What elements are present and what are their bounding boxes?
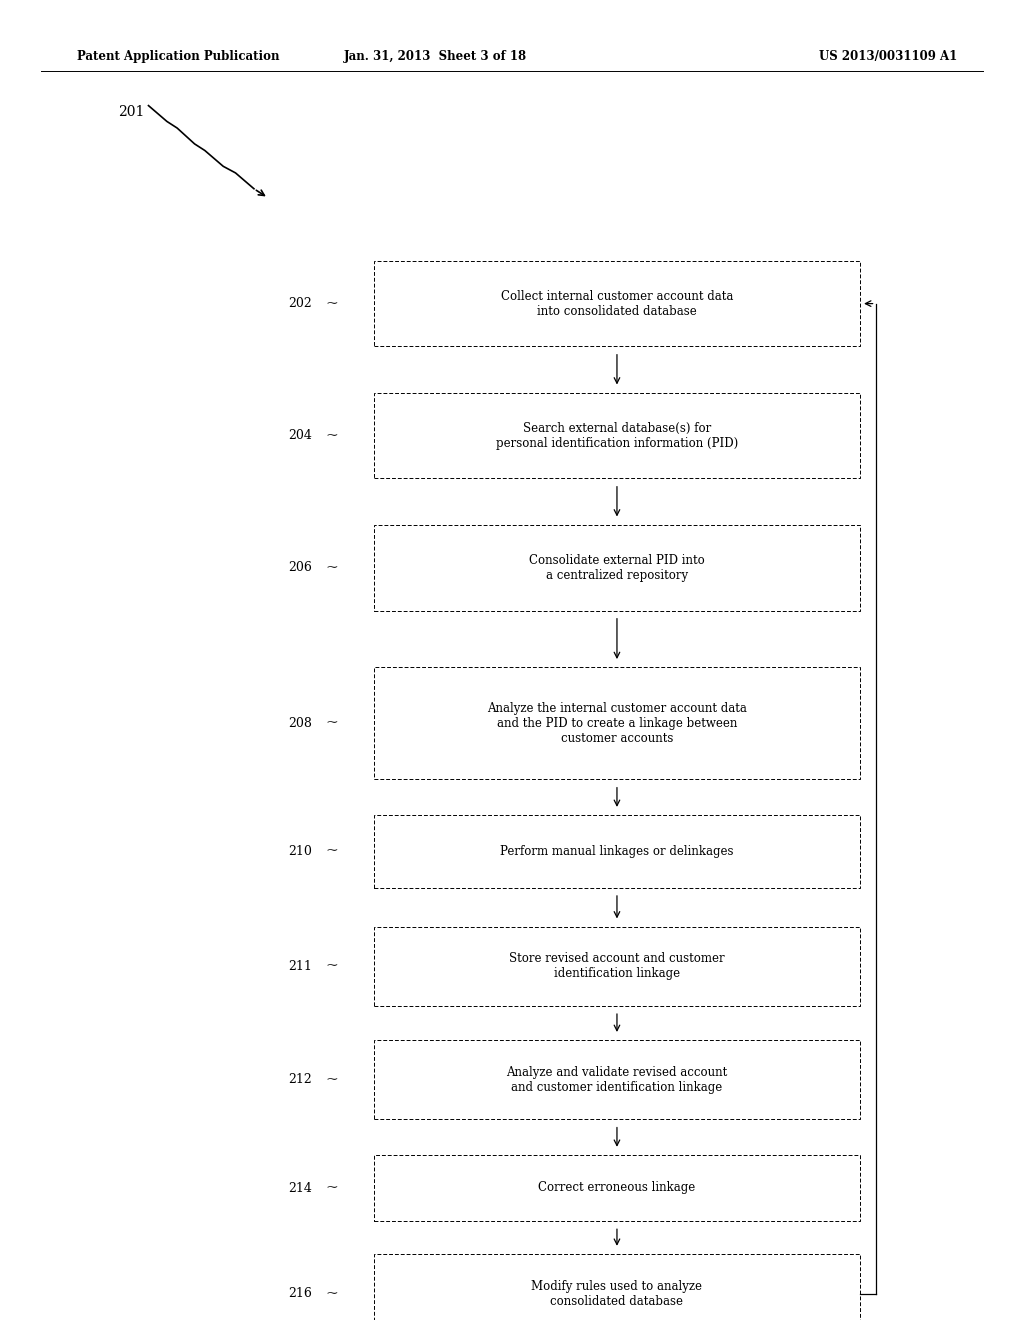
Text: 202: 202 — [289, 297, 312, 310]
Bar — [374, 814, 860, 888]
Text: Correct erroneous linkage: Correct erroneous linkage — [539, 1181, 695, 1195]
Text: ~: ~ — [326, 717, 338, 730]
Bar — [374, 1040, 860, 1119]
Text: ~: ~ — [326, 845, 338, 858]
Bar — [374, 1155, 860, 1221]
Text: Store revised account and customer
identification linkage: Store revised account and customer ident… — [509, 952, 725, 981]
Bar — [374, 1254, 860, 1320]
Text: 204: 204 — [289, 429, 312, 442]
Text: Jan. 31, 2013  Sheet 3 of 18: Jan. 31, 2013 Sheet 3 of 18 — [344, 50, 526, 63]
Bar — [374, 667, 860, 779]
Text: ~: ~ — [326, 960, 338, 973]
Text: 210: 210 — [289, 845, 312, 858]
Text: Perform manual linkages or delinkages: Perform manual linkages or delinkages — [500, 845, 734, 858]
Text: ~: ~ — [326, 1181, 338, 1195]
Text: 214: 214 — [289, 1181, 312, 1195]
Text: Modify rules used to analyze
consolidated database: Modify rules used to analyze consolidate… — [531, 1279, 702, 1308]
Text: US 2013/0031109 A1: US 2013/0031109 A1 — [819, 50, 957, 63]
Text: Consolidate external PID into
a centralized repository: Consolidate external PID into a centrali… — [529, 553, 705, 582]
Text: 211: 211 — [289, 960, 312, 973]
Text: Analyze and validate revised account
and customer identification linkage: Analyze and validate revised account and… — [506, 1065, 728, 1094]
Bar — [374, 524, 860, 610]
Bar — [374, 927, 860, 1006]
Text: Analyze the internal customer account data
and the PID to create a linkage betwe: Analyze the internal customer account da… — [487, 702, 746, 744]
Text: ~: ~ — [326, 297, 338, 310]
Text: ~: ~ — [326, 1287, 338, 1300]
Bar — [374, 261, 860, 346]
Text: ~: ~ — [326, 561, 338, 574]
Text: Search external database(s) for
personal identification information (PID): Search external database(s) for personal… — [496, 421, 738, 450]
Text: ~: ~ — [326, 1073, 338, 1086]
Bar — [374, 392, 860, 478]
Text: Collect internal customer account data
into consolidated database: Collect internal customer account data i… — [501, 289, 733, 318]
Text: 201: 201 — [118, 104, 144, 119]
Text: 216: 216 — [289, 1287, 312, 1300]
Text: Patent Application Publication: Patent Application Publication — [77, 50, 280, 63]
Text: ~: ~ — [326, 429, 338, 442]
Text: 206: 206 — [289, 561, 312, 574]
Text: 208: 208 — [289, 717, 312, 730]
Text: 212: 212 — [289, 1073, 312, 1086]
